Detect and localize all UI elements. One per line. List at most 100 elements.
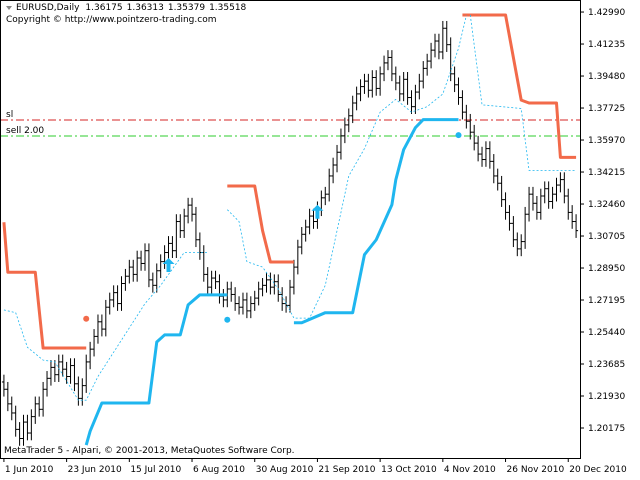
price-bar [499, 175, 504, 207]
indicator-line [469, 14, 577, 171]
price-bar [393, 66, 398, 91]
signal-arrow [311, 204, 324, 219]
price-bar [150, 272, 155, 293]
x-tick-label: 30 Aug 2010 [256, 465, 314, 475]
price-bar [468, 113, 473, 140]
price-bar [405, 72, 410, 105]
price-bar [354, 86, 359, 111]
signal-dot [224, 316, 231, 323]
price-bar [115, 285, 120, 311]
price-bar [554, 177, 559, 202]
x-tick-label: 15 Jul 2010 [130, 465, 181, 475]
y-tick-label: 1.27195 [588, 296, 625, 306]
price-bar [205, 267, 210, 295]
price-bar [178, 214, 183, 238]
price-bar [429, 42, 434, 69]
price-bar [574, 214, 579, 238]
price-bar [127, 259, 132, 284]
price-bar [558, 172, 563, 193]
price-bar [550, 186, 555, 209]
price-bar [143, 243, 147, 271]
y-tick-label: 1.34215 [588, 168, 625, 178]
price-bar [248, 296, 253, 319]
price-bar [566, 188, 571, 220]
copyright: Copyright © http://www.pointzero-trading… [6, 15, 216, 25]
price-bar [193, 206, 198, 248]
price-bar [530, 186, 535, 211]
price-bar [64, 361, 69, 384]
price-bar [370, 70, 375, 98]
price-bar [17, 422, 22, 446]
price-bar [119, 276, 124, 311]
price-bar [252, 290, 257, 311]
price-bar [440, 20, 445, 60]
price-bar [72, 358, 77, 392]
price-bar [346, 108, 351, 133]
y-tick-label: 1.32460 [588, 200, 625, 210]
price-bar [382, 55, 387, 82]
y-tick-label: 1.21930 [588, 392, 625, 402]
price-bar [158, 254, 163, 279]
price-bar [523, 206, 528, 249]
price-bar [240, 292, 245, 315]
price-bar [186, 197, 191, 224]
price-bar [60, 354, 65, 377]
header: EURUSD,Daily 1.36175 1.36313 1.35379 1.35518 [16, 3, 247, 13]
plot-border [0, 0, 581, 459]
y-tick-label: 1.25440 [588, 328, 625, 338]
price-bar [338, 128, 343, 160]
price-bar [190, 197, 195, 222]
price-bar [413, 84, 418, 114]
quote-open: 1.36175 [85, 3, 122, 13]
price-bar [162, 245, 167, 269]
price-bar [495, 168, 500, 191]
price-bar [229, 281, 234, 302]
price-bar [421, 61, 426, 89]
price-bar [291, 259, 296, 295]
price-bar [303, 219, 308, 242]
price-bar [111, 285, 116, 308]
x-tick-label: 26 Nov 2010 [507, 465, 565, 475]
x-tick-label: 13 Oct 2010 [381, 465, 437, 475]
price-bar [88, 341, 93, 370]
y-tick-label: 1.42990 [588, 8, 625, 18]
price-bar [534, 195, 539, 220]
y-tick-label: 1.20175 [588, 424, 625, 434]
price-bar [244, 292, 249, 319]
price-bar [491, 154, 496, 184]
price-bar [515, 232, 520, 257]
price-bar [37, 396, 42, 417]
x-tick-label: 23 Jun 2010 [68, 465, 122, 475]
price-bar [80, 378, 85, 406]
price-bar [366, 73, 371, 98]
price-bar [385, 50, 390, 71]
price-bar [268, 272, 273, 295]
price-bar [417, 73, 422, 100]
price-bar [154, 263, 159, 293]
price-bar [542, 181, 547, 204]
indicator-line [84, 118, 459, 446]
price-bar [264, 272, 269, 293]
quote-low: 1.35379 [168, 3, 205, 13]
y-tick-label: 1.39480 [588, 72, 625, 82]
price-bar [95, 314, 100, 344]
price-bar [48, 360, 53, 386]
symbol-icon [6, 6, 12, 10]
price-bar [1, 374, 6, 397]
indicator-line [2, 13, 577, 350]
price-bar [460, 90, 465, 120]
level-label: sell 2.00 [6, 126, 44, 136]
plot-area: sl sell 2.00 [0, 13, 580, 446]
price-bar [21, 414, 26, 446]
price-bar [342, 117, 347, 144]
price-bar [562, 172, 567, 204]
price-bar [374, 70, 379, 96]
price-bar [9, 396, 14, 421]
price-bar [570, 205, 575, 229]
price-bar [483, 141, 488, 167]
price-bar [307, 208, 312, 235]
price-bar [472, 124, 477, 151]
